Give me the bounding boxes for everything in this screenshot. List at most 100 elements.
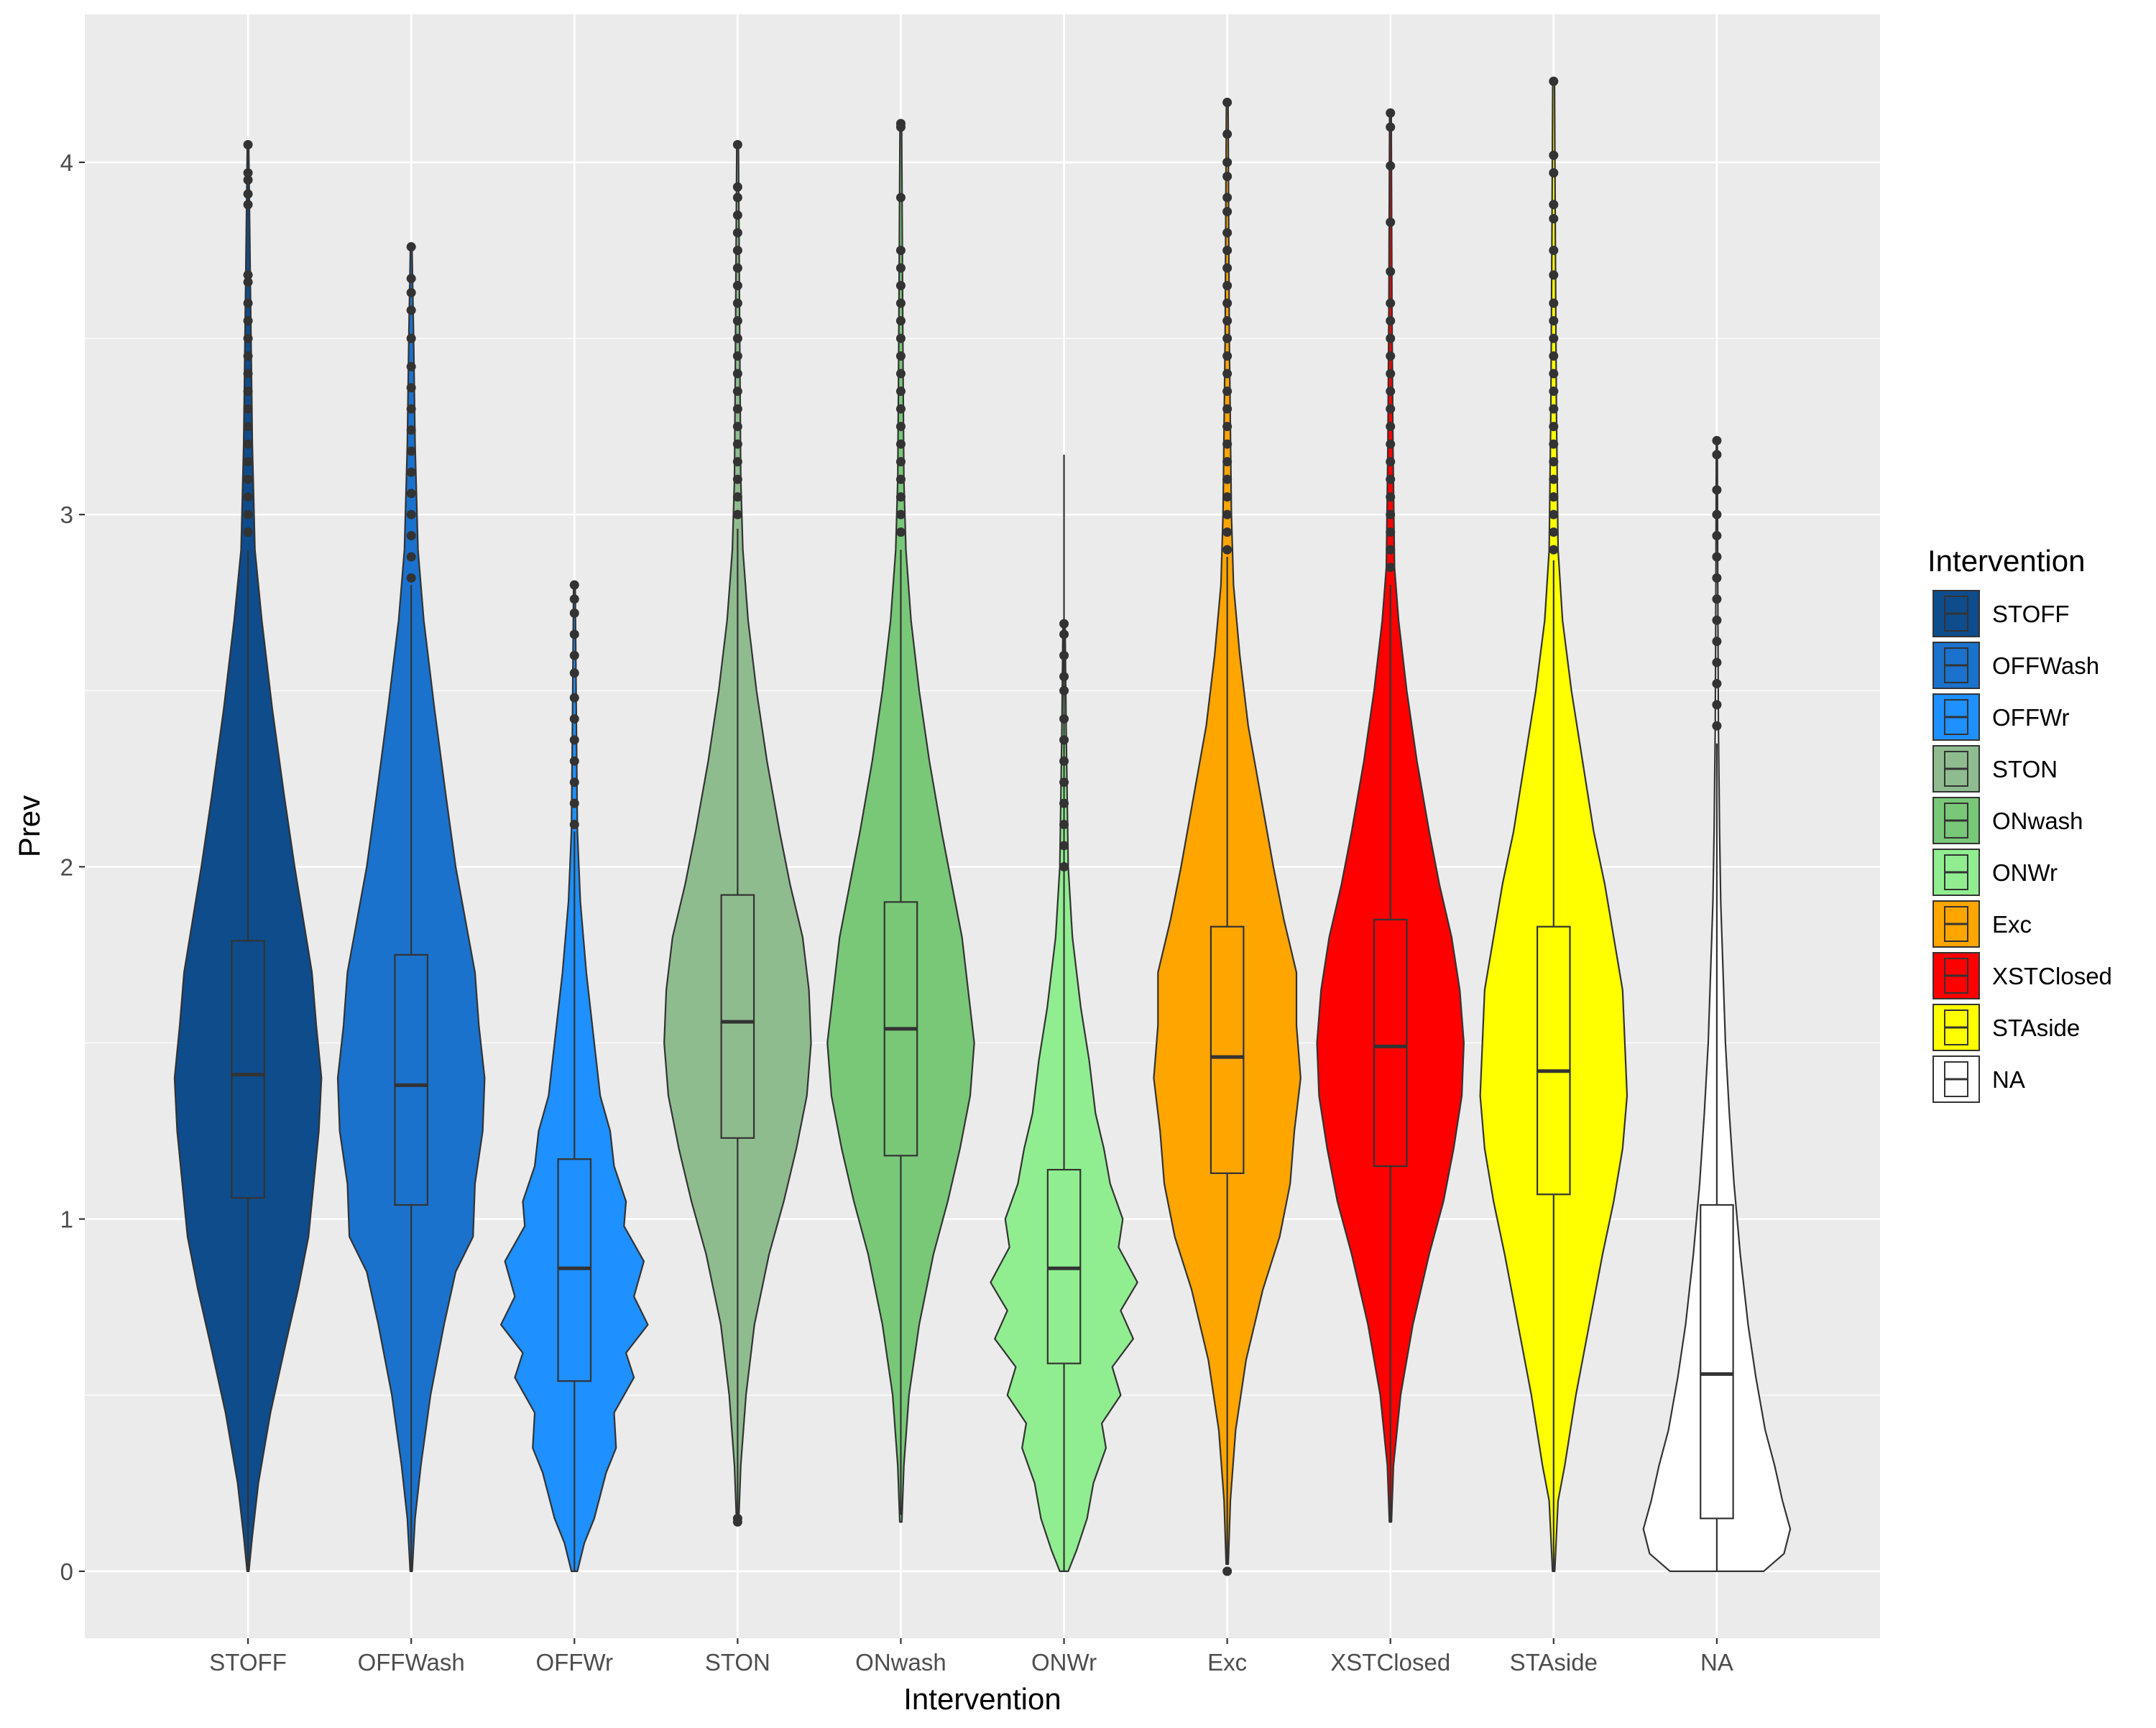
outlier-point — [1059, 650, 1069, 660]
outlier-point — [243, 509, 253, 519]
outlier-point — [243, 189, 253, 199]
violin-group-STON — [663, 139, 812, 1527]
outlier-point — [1222, 545, 1233, 555]
x-axis-label: Intervention — [903, 1682, 1061, 1716]
legend-label: OFFWash — [1992, 652, 2099, 679]
box-STOFF — [231, 940, 265, 1199]
outlier-point — [895, 492, 906, 502]
outlier-point — [1222, 369, 1233, 379]
box-Exc — [1210, 925, 1245, 1174]
outlier-point — [1549, 422, 1559, 432]
x-tick-label: ONWr — [1031, 1649, 1097, 1676]
outlier-point — [1059, 735, 1069, 745]
outlier-point — [1386, 545, 1396, 555]
outlier-point — [569, 594, 579, 604]
y-tick-label: 1 — [60, 1206, 73, 1233]
outlier-point — [1386, 333, 1396, 343]
outlier-point — [1222, 245, 1233, 255]
outlier-point — [1549, 245, 1559, 255]
y-axis-ticks: 0 1 2 3 4 — [60, 149, 85, 1585]
panel-background — [85, 14, 1880, 1638]
violin-group-STAside — [1479, 76, 1628, 1572]
outlier-point — [1549, 404, 1559, 414]
outlier-point — [1222, 193, 1233, 203]
outlier-point — [1222, 351, 1233, 361]
y-tick-label: 4 — [60, 149, 73, 176]
outlier-point — [1549, 492, 1559, 502]
outlier-point — [1222, 280, 1233, 290]
outlier-point — [732, 182, 742, 192]
outlier-point — [1386, 404, 1396, 414]
outlier-point — [243, 369, 253, 379]
x-tick-label: XSTClosed — [1330, 1649, 1450, 1676]
outlier-point — [1549, 298, 1559, 308]
outlier-point — [1549, 351, 1559, 361]
outlier-point — [1386, 217, 1396, 227]
outlier-point — [1712, 435, 1722, 445]
box-STAside — [1537, 925, 1571, 1196]
outlier-point — [732, 439, 742, 449]
outlier-point — [1386, 527, 1396, 537]
outlier-point — [569, 735, 579, 745]
outlier-point — [569, 820, 579, 830]
outlier-point — [1549, 316, 1559, 326]
outlier-point — [1386, 316, 1396, 326]
outlier-point — [1386, 509, 1396, 519]
legend-label: ONwash — [1992, 808, 2083, 834]
legend-label: Exc — [1992, 911, 2032, 938]
legend-label: STON — [1992, 756, 2058, 782]
y-tick-label: 2 — [60, 854, 73, 880]
outlier-point — [732, 263, 742, 273]
outlier-point — [243, 457, 253, 467]
outlier-point — [895, 316, 906, 326]
outlier-point — [1549, 387, 1559, 397]
outlier-point — [243, 298, 253, 308]
outlier-point — [732, 210, 742, 220]
outlier-point — [732, 474, 742, 484]
outlier-point — [569, 580, 579, 590]
outlier-point — [895, 457, 906, 467]
outlier-point — [1386, 563, 1396, 573]
violins — [173, 76, 1792, 1576]
outlier-point — [895, 193, 906, 203]
x-tick-label: NA — [1700, 1649, 1733, 1676]
box-NA — [1700, 1203, 1734, 1520]
outlier-point — [1222, 492, 1233, 502]
outlier-point — [1386, 351, 1396, 361]
outlier-point — [406, 361, 416, 371]
outlier-point — [732, 369, 742, 379]
outlier-point — [243, 333, 253, 343]
outlier-point — [1386, 122, 1396, 132]
legend-item-Exc: Exc — [1932, 900, 2032, 948]
legend-label: OFFWr — [1992, 704, 2070, 731]
x-tick-label: STOFF — [209, 1649, 287, 1676]
legend-label: ONWr — [1992, 859, 2058, 886]
legend-item-STOFF: STOFF — [1932, 590, 2070, 637]
outlier-point — [1549, 150, 1559, 160]
outlier-point — [895, 509, 906, 519]
x-tick-label: STON — [705, 1649, 770, 1676]
outlier-point — [406, 383, 416, 393]
outlier-point — [1059, 685, 1069, 696]
legend-item-STAside: STAside — [1932, 1004, 2080, 1051]
outlier-point — [243, 439, 253, 449]
outlier-point — [1059, 861, 1069, 872]
outlier-point — [243, 387, 253, 397]
violin-group-STOFF — [173, 139, 323, 1572]
outlier-point — [1712, 531, 1722, 541]
legend-item-ONWr: ONWr — [1932, 849, 2058, 896]
outlier-point — [569, 650, 579, 660]
box-OFFWash — [394, 953, 428, 1206]
outlier-point — [1549, 527, 1559, 537]
outlier-point — [569, 608, 579, 618]
outlier-point — [1386, 267, 1396, 277]
outlier-point — [895, 351, 906, 361]
outlier-point — [895, 404, 906, 414]
outlier-point — [1549, 76, 1559, 86]
outlier-point — [406, 333, 416, 343]
outlier-point — [1222, 316, 1233, 326]
x-tick-label: Exc — [1207, 1649, 1247, 1676]
outlier-point — [569, 713, 579, 724]
legend-item-OFFWr: OFFWr — [1932, 693, 2070, 741]
legend: Intervention STOFF OFFWash OFFWr STON ONwash… — [1927, 544, 2112, 1103]
